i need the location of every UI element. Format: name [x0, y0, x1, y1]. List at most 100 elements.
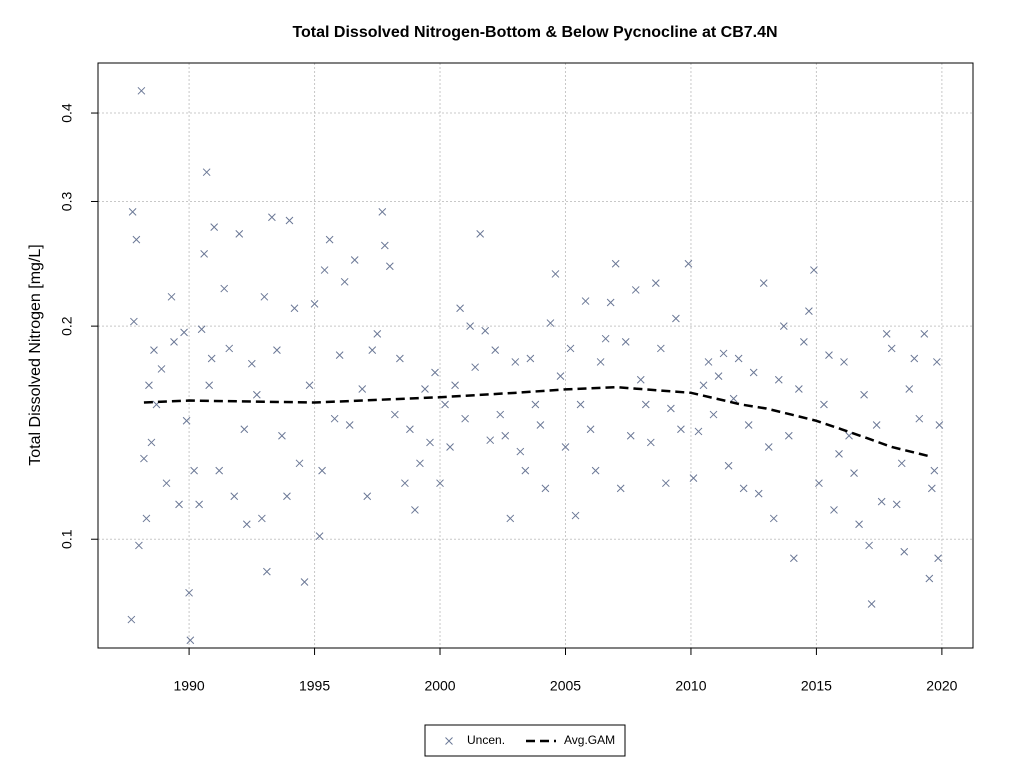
point: [920, 330, 929, 338]
point: [300, 578, 309, 586]
point: [531, 400, 540, 409]
point: [283, 492, 291, 501]
point: [694, 427, 703, 436]
point: [285, 216, 294, 225]
point: [556, 372, 565, 380]
point: [205, 381, 214, 390]
point: [734, 354, 743, 363]
point: [566, 344, 575, 353]
point: [800, 338, 808, 346]
point: [390, 410, 399, 419]
point: [207, 354, 216, 363]
y-tick-label: 0.1: [59, 529, 75, 549]
point: [315, 532, 324, 541]
point: [501, 431, 510, 440]
point: [925, 574, 934, 583]
point: [672, 314, 680, 323]
point: [190, 466, 198, 475]
point: [662, 479, 670, 488]
point: [704, 358, 713, 366]
point: [541, 484, 550, 493]
point: [135, 541, 143, 550]
y-tick-label: 0.3: [59, 192, 75, 212]
point: [310, 300, 319, 308]
point: [784, 431, 793, 440]
point: [930, 466, 939, 475]
point: [466, 322, 474, 330]
point: [185, 588, 193, 597]
point: [586, 425, 595, 434]
point: [516, 447, 525, 456]
point: [835, 450, 843, 458]
point: [247, 359, 256, 368]
point: [318, 466, 326, 475]
point: [230, 492, 239, 501]
point: [486, 436, 495, 445]
plot-frame: [97, 62, 974, 649]
legend-box: [424, 724, 626, 757]
point: [426, 438, 434, 447]
point: [295, 459, 304, 468]
point: [273, 346, 281, 354]
point: [905, 385, 914, 393]
x-tick-label: 2020: [926, 678, 957, 694]
point: [714, 372, 723, 380]
point: [252, 390, 261, 399]
point: [182, 416, 191, 425]
point: [840, 358, 848, 366]
point: [150, 346, 158, 354]
point: [506, 514, 515, 523]
point: [202, 168, 211, 177]
point: [667, 404, 675, 413]
point: [779, 322, 788, 330]
point: [546, 319, 555, 327]
x-tick-label: 1995: [299, 678, 330, 694]
point: [631, 286, 640, 294]
point: [591, 466, 600, 475]
point: [491, 346, 500, 354]
point: [363, 492, 372, 501]
point: [481, 326, 490, 335]
point: [471, 363, 480, 372]
point: [263, 567, 271, 576]
point: [606, 298, 615, 307]
point: [576, 400, 585, 409]
point: [345, 421, 354, 429]
point: [456, 304, 464, 313]
point: [401, 479, 409, 488]
point: [195, 500, 203, 509]
point: [769, 514, 778, 523]
point: [933, 358, 941, 366]
point: [242, 520, 251, 529]
point: [860, 390, 868, 399]
y-axis-label: Total Dissolved Nitrogen [mg/L]: [27, 244, 44, 465]
x-tick-label: 2010: [675, 678, 706, 694]
point: [825, 351, 833, 359]
point: [496, 410, 505, 419]
legend-label: Uncen.: [467, 733, 505, 747]
point: [396, 354, 404, 363]
point: [128, 208, 137, 216]
point: [441, 400, 449, 409]
point: [260, 292, 269, 301]
point: [411, 506, 419, 514]
point: [175, 500, 183, 509]
point: [910, 354, 919, 363]
point: [561, 443, 570, 451]
point: [872, 421, 881, 429]
point: [551, 270, 560, 278]
x-tick-label: 2005: [550, 678, 581, 694]
point: [421, 385, 429, 393]
point: [358, 385, 367, 393]
point: [431, 368, 439, 377]
point: [601, 334, 610, 343]
y-tick-label: 0.4: [59, 103, 75, 123]
point: [621, 338, 630, 346]
point: [157, 365, 166, 373]
point: [805, 307, 813, 315]
point: [220, 284, 229, 293]
point: [521, 466, 530, 475]
point: [200, 250, 208, 258]
